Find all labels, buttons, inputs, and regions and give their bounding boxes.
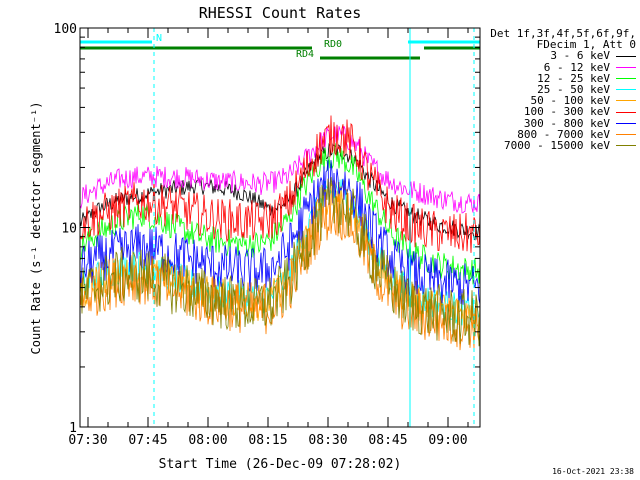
legend-swatch: [616, 55, 636, 57]
legend-entry: 6 - 12 keV: [480, 60, 636, 74]
flag-bars: N RD0 RD4: [80, 33, 480, 60]
series-line: [79, 159, 481, 308]
legend-entry: 12 - 25 keV: [480, 73, 636, 84]
legend-swatch: [616, 89, 636, 91]
flag-bar-label: RD4: [296, 49, 314, 60]
legend-header-line: Det 1f,3f,4f,5f,6f,9f,: [490, 27, 636, 40]
legend-label: 100 - 300 keV: [523, 105, 610, 119]
x-tick-label: 08:45: [368, 433, 407, 448]
series-line: [79, 115, 481, 253]
legend-entry: 25 - 50 keV: [480, 84, 636, 95]
legend-swatch: [616, 122, 636, 124]
x-tick-label: 08:00: [188, 433, 227, 448]
legend-swatch: [616, 77, 636, 79]
x-tick-label: 08:30: [308, 433, 347, 448]
series-line: [79, 124, 481, 214]
y-tick-label: 100: [54, 22, 77, 37]
legend-entry: 800 - 7000 keV: [480, 129, 636, 140]
flag-bar-label: RD0: [324, 39, 342, 50]
legend: Det 1f,3f,4f,5f,6f,9f, FDecim 1, Att 0 3…: [480, 28, 636, 151]
legend-label: 3 - 6 keV: [550, 49, 610, 63]
flag-bar-label: N: [156, 33, 162, 44]
x-axis-label: Start Time (26-Dec-09 07:28:02): [159, 457, 402, 472]
legend-label: 7000 - 15000 keV: [504, 139, 610, 153]
legend-entry: 7000 - 15000 keV: [480, 140, 636, 151]
y-tick-label: 10: [61, 222, 77, 237]
y-tick-label: 1: [69, 421, 77, 436]
series-lines: [79, 115, 481, 351]
x-tick-label: 08:15: [248, 433, 287, 448]
legend-label: 6 - 12 keV: [543, 60, 610, 74]
legend-header-line: FDecim 1, Att 0: [536, 38, 636, 52]
legend-entry: 300 - 800 keV: [480, 116, 636, 130]
timestamp: 16-Oct-2021 23:38: [552, 467, 634, 476]
y-axis: 1 10 100: [54, 22, 480, 436]
x-axis: 07:30 07:45 08:00 08:15 08:30 08:45 09:00: [68, 28, 469, 448]
legend-swatch: [616, 66, 636, 68]
legend-entry: 50 - 100 keV: [480, 95, 636, 106]
legend-label: 300 - 800 keV: [523, 116, 610, 130]
legend-entry: 100 - 300 keV: [480, 105, 636, 119]
legend-swatch: [616, 111, 636, 113]
legend-entry: 3 - 6 keV: [480, 49, 636, 63]
legend-label: 800 - 7000 keV: [517, 127, 610, 141]
legend-label: 25 - 50 keV: [537, 83, 610, 97]
legend-swatch: [616, 145, 636, 147]
legend-label: 50 - 100 keV: [530, 94, 610, 108]
series-line: [79, 190, 481, 351]
x-tick-label: 07:30: [68, 433, 107, 448]
legend-label: 12 - 25 keV: [537, 71, 610, 85]
chart-title: RHESSI Count Rates: [199, 4, 362, 22]
x-tick-label: 07:45: [128, 433, 167, 448]
series-line: [79, 176, 481, 347]
x-tick-label: 09:00: [428, 433, 467, 448]
legend-swatch: [616, 100, 636, 102]
legend-swatch: [616, 133, 636, 135]
y-axis-label: Count Rate (s⁻¹ detector segment⁻¹): [29, 102, 43, 355]
